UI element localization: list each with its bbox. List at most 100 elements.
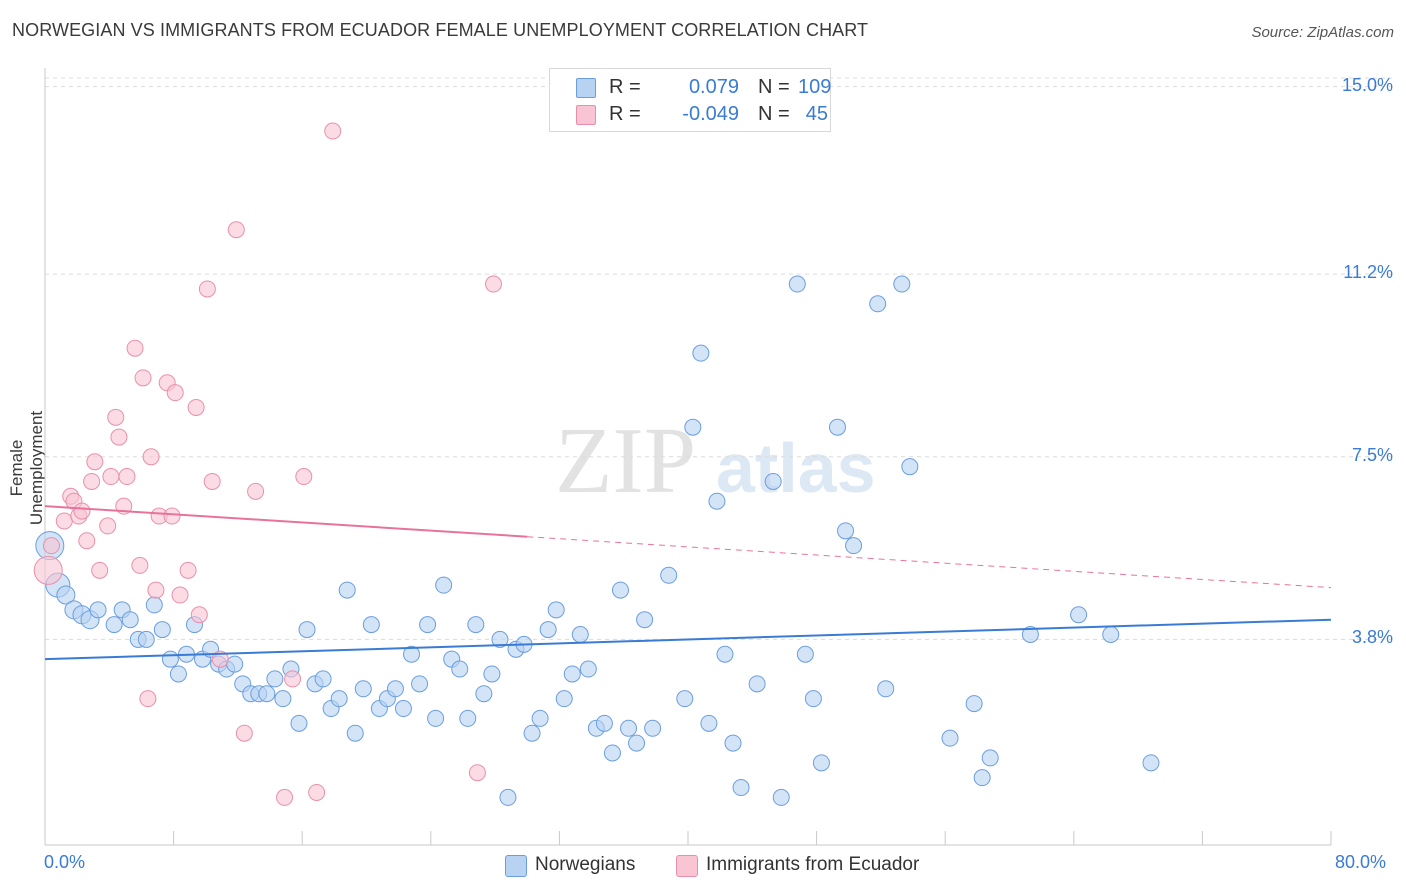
point-1-20 (139, 690, 157, 708)
point-0-44 (403, 645, 421, 663)
point-0-85 (764, 472, 782, 490)
series-legend: Norwegians Immigrants from Ecuador (0, 852, 1406, 878)
point-1-25 (163, 507, 181, 525)
ecuador-legend-swatch (676, 855, 698, 877)
point-1-36 (247, 482, 265, 500)
point-1-0 (33, 555, 63, 585)
point-1-27 (171, 586, 189, 604)
point-0-86 (772, 788, 790, 806)
point-0-94 (869, 295, 887, 313)
point-0-7 (105, 616, 123, 634)
point-0-15 (169, 665, 187, 683)
point-1-9 (86, 453, 104, 471)
point-0-93 (845, 537, 863, 555)
point-0-90 (812, 754, 830, 772)
point-0-70 (611, 581, 629, 599)
trendline-0 (44, 618, 1332, 661)
point-0-43 (394, 700, 412, 718)
watermark-atlas: atlas (716, 429, 876, 507)
point-0-27 (266, 670, 284, 688)
point-1-43 (484, 275, 502, 293)
ecuador-r-value: -0.049 (682, 103, 739, 125)
point-1-21 (142, 448, 160, 466)
point-1-10 (91, 561, 109, 579)
point-1-18 (131, 556, 149, 574)
point-0-98 (941, 729, 959, 747)
point-1-34 (227, 221, 245, 239)
point-1-22 (147, 581, 165, 599)
point-1-16 (118, 468, 136, 486)
point-0-88 (796, 645, 814, 663)
source-label: Source: ZipAtlas.com (1251, 24, 1394, 41)
n-label: N = (758, 103, 790, 125)
point-0-74 (644, 719, 662, 737)
point-1-30 (190, 606, 208, 624)
point-0-96 (893, 275, 911, 293)
point-1-31 (198, 280, 216, 298)
point-0-60 (531, 709, 549, 727)
norwegians-n-value: 109 (798, 76, 832, 98)
point-1-37 (276, 788, 294, 806)
y-tick-label-0: 3.8% (1351, 627, 1393, 648)
point-0-12 (145, 596, 163, 614)
point-0-95 (877, 680, 895, 698)
point-0-100 (973, 769, 991, 787)
point-0-84 (748, 675, 766, 693)
norwegians-legend-swatch (505, 855, 527, 877)
point-0-72 (628, 734, 646, 752)
point-0-46 (419, 616, 437, 634)
y-tick-label-3: 15.0% (1341, 74, 1393, 95)
x-tick-label-max: 80.0% (1335, 852, 1387, 872)
point-0-55 (491, 630, 509, 648)
point-0-39 (362, 616, 380, 634)
point-1-14 (110, 428, 128, 446)
r-label: R = (609, 76, 641, 98)
point-0-53 (475, 685, 493, 703)
point-0-9 (121, 611, 139, 629)
point-1-40 (308, 783, 326, 801)
point-0-62 (547, 601, 565, 619)
chart-title: NORWEGIAN VS IMMIGRANTS FROM ECUADOR FEM… (12, 20, 869, 40)
y-tick-label-1: 7.5% (1351, 444, 1393, 465)
point-0-47 (427, 709, 445, 727)
point-1-38 (284, 670, 302, 688)
norwegians-swatch (576, 78, 596, 98)
point-0-38 (354, 680, 372, 698)
point-0-75 (660, 566, 678, 584)
point-1-6 (73, 502, 91, 520)
point-1-35 (235, 724, 253, 742)
point-0-31 (298, 621, 316, 639)
trendline-solid-1 (44, 505, 528, 538)
n-label: N = (758, 76, 790, 98)
point-0-78 (692, 344, 710, 362)
point-1-29 (187, 398, 205, 416)
correlation-legend: R = 0.079 N = 109 R = -0.049 N = 45 (549, 68, 831, 132)
series-1 (33, 122, 502, 806)
point-0-101 (981, 749, 999, 767)
point-0-105 (1142, 754, 1160, 772)
norwegians-r-value: 0.079 (688, 76, 739, 98)
point-0-91 (828, 418, 846, 436)
point-0-50 (451, 660, 469, 678)
point-0-52 (467, 616, 485, 634)
point-0-42 (386, 680, 404, 698)
point-0-103 (1070, 606, 1088, 624)
point-0-83 (732, 779, 750, 797)
series-0 (35, 275, 1160, 806)
point-0-35 (330, 690, 348, 708)
point-0-61 (539, 621, 557, 639)
point-0-82 (724, 734, 742, 752)
point-1-17 (126, 339, 144, 357)
point-0-69 (603, 744, 621, 762)
watermark: ZIP atlas (555, 409, 876, 513)
point-1-39 (295, 468, 313, 486)
point-0-104 (1102, 626, 1120, 643)
r-label: R = (609, 103, 641, 125)
point-0-45 (411, 675, 429, 693)
point-1-26 (166, 384, 184, 402)
point-0-92 (837, 522, 855, 540)
point-0-56 (499, 788, 517, 806)
point-0-26 (258, 685, 276, 703)
point-0-28 (274, 690, 292, 708)
point-0-63 (555, 690, 573, 708)
